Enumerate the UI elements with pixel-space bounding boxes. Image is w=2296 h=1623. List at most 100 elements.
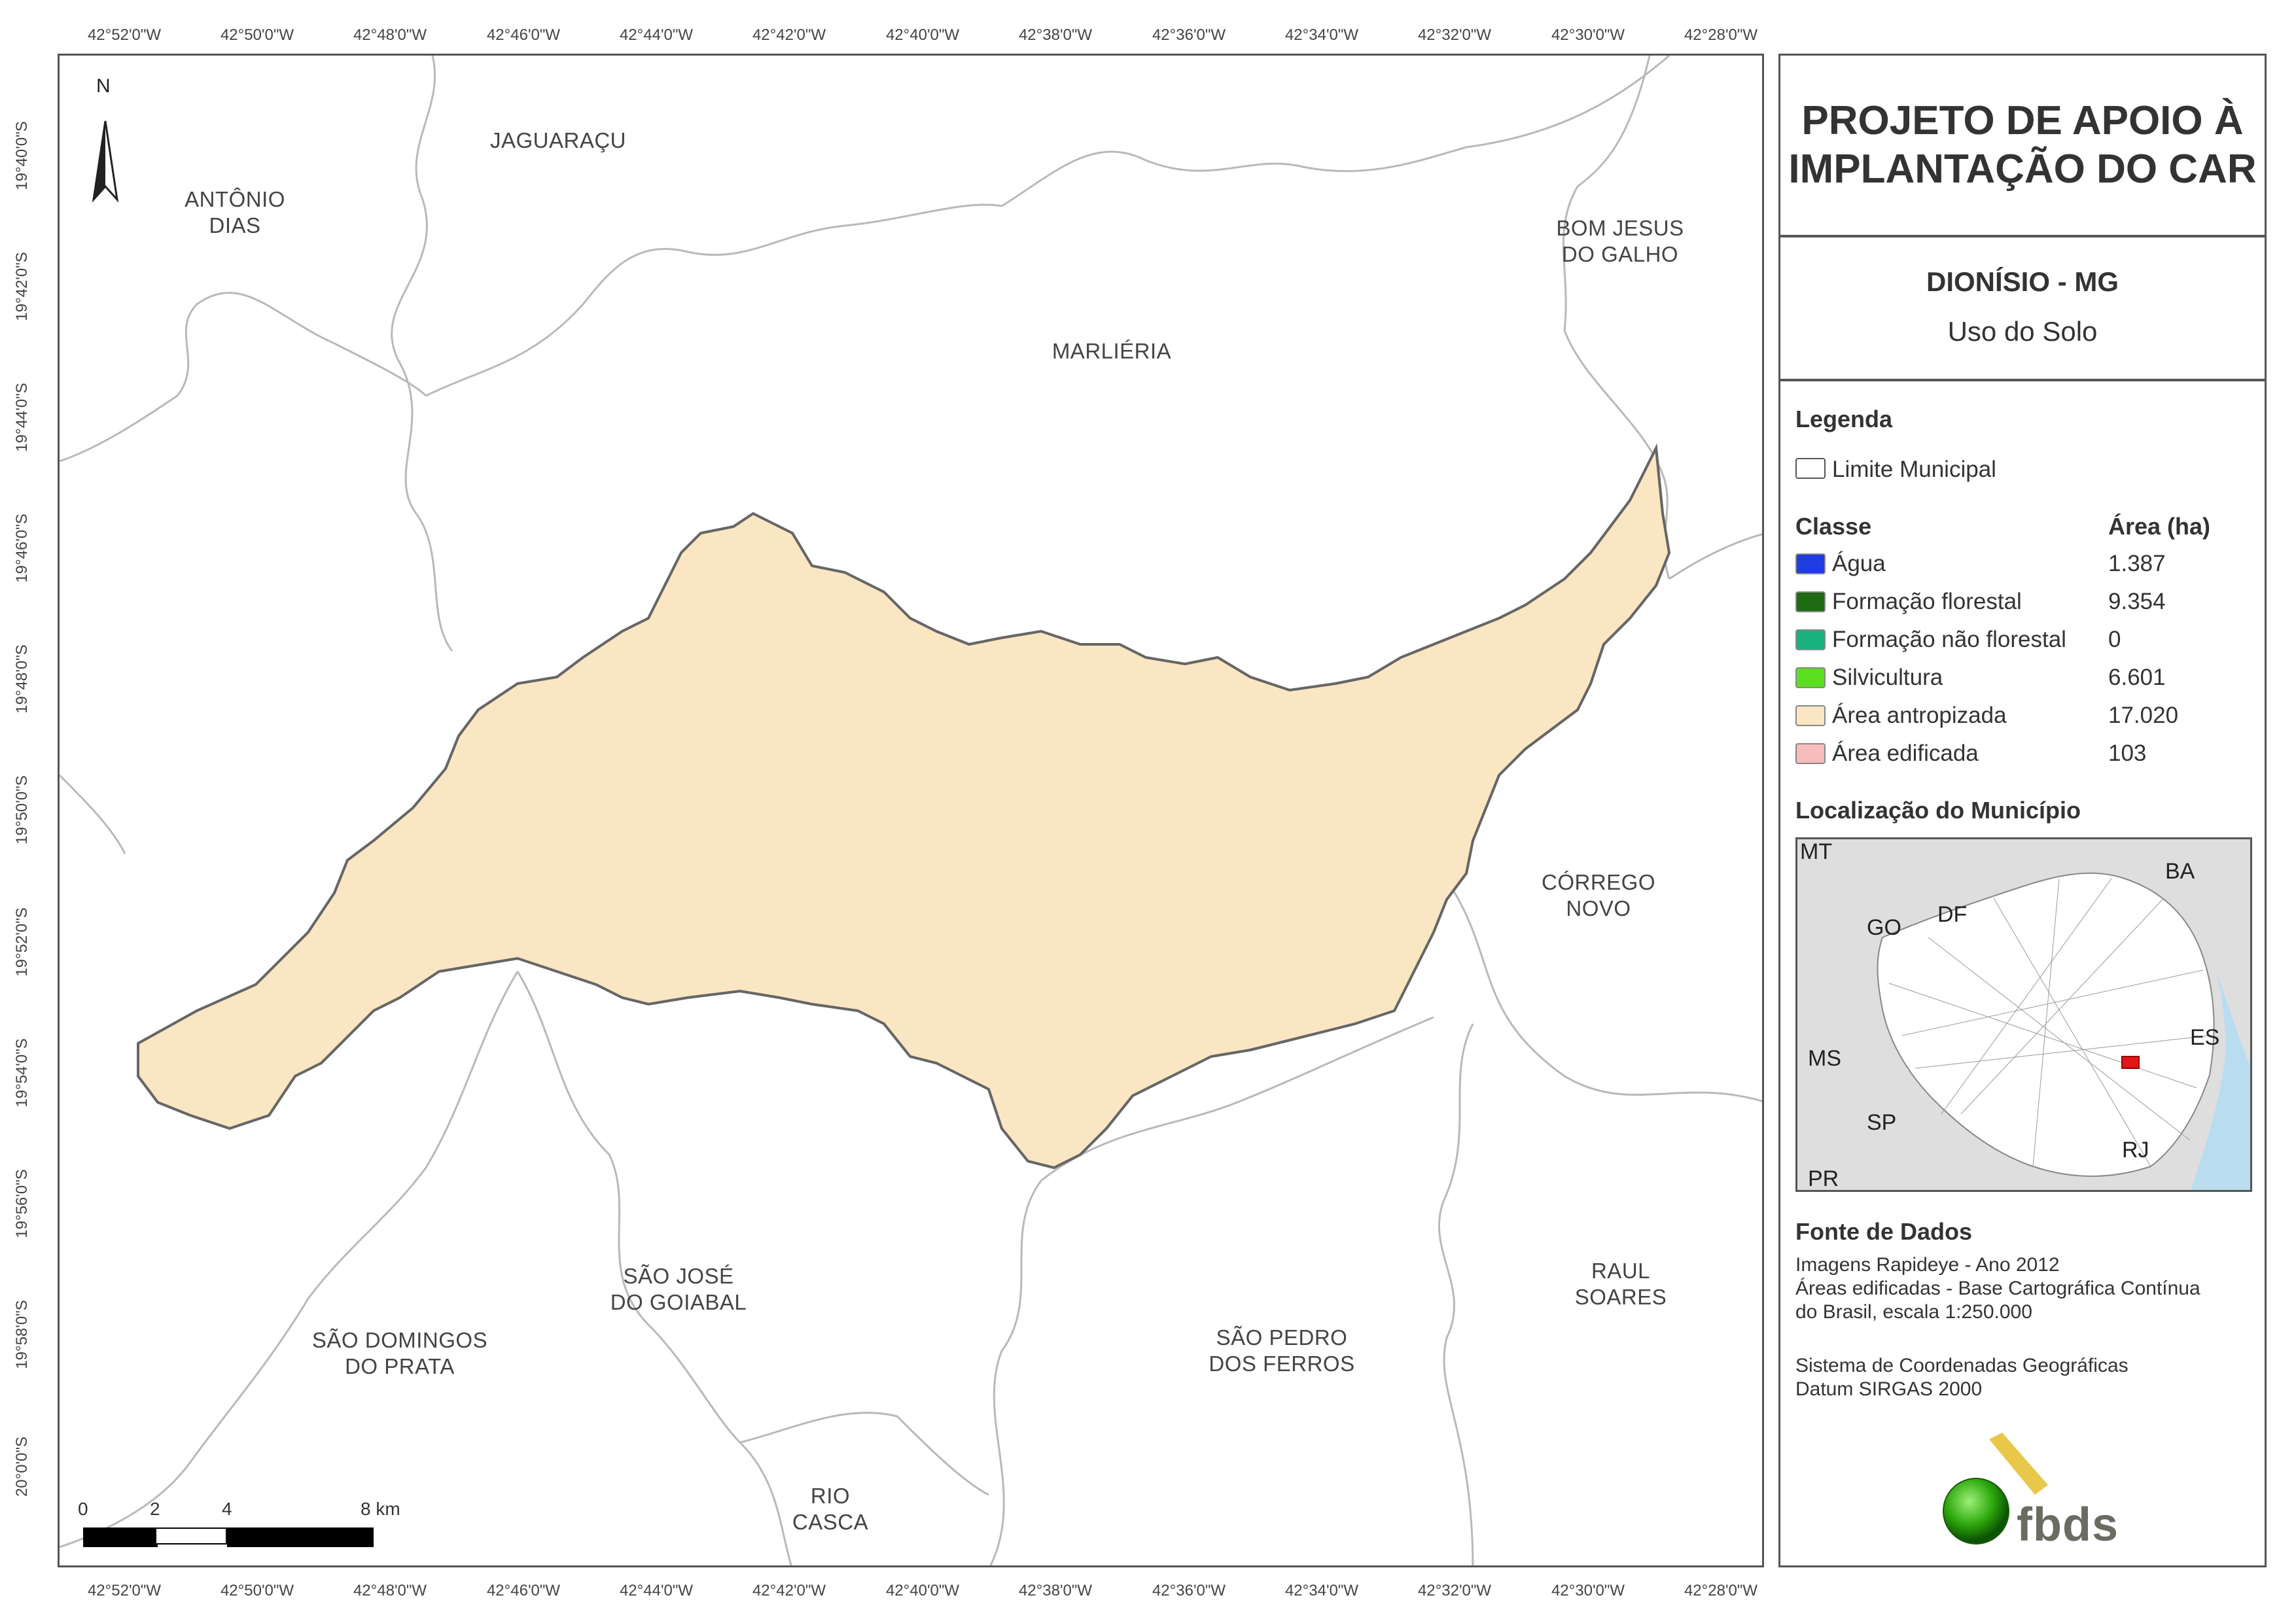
legend-class-area: 6.601 [2108,665,2166,690]
longitude-tick: 42°32'0"W [1417,26,1492,44]
longitude-tick: 42°28'0"W [1684,26,1758,44]
municipality-label: SÃO DOMINGOS DO PRATA [311,1328,488,1378]
latitude-tick: 19°58'0"S [13,1300,31,1369]
latitude-tick: 19°42'0"S [13,252,31,321]
longitude-tick: 42°46'0"W [486,1582,561,1599]
legend-class-name: Formação florestal [1832,589,2022,614]
latitude-tick: 19°54'0"S [13,1038,31,1108]
longitude-tick: 42°44'0"W [619,26,694,44]
longitude-tick: 42°52'0"W [87,26,162,44]
inset-label-pr: PR [1808,1166,1839,1191]
longitude-tick: 42°42'0"W [752,1582,826,1599]
longitude-tick: 42°38'0"W [1018,1582,1093,1599]
latitude-tick: 19°52'0"S [13,907,31,977]
legend-class-name: Água [1832,551,1886,576]
municipality-label: SÃO JOSÉ DO GOIABAL [610,1264,747,1314]
inset-label-ms: MS [1808,1046,1841,1071]
municipality-label: JAGUARAÇU [489,128,627,152]
legend-swatch [1795,667,1826,688]
north-label: N [96,75,111,97]
subtitle-box: DIONÍSIO - MG Uso do Solo [1778,236,2267,381]
longitude-tick: 42°50'0"W [220,1582,294,1599]
longitude-tick: 42°30'0"W [1551,1582,1625,1599]
legend-class-area: 103 [2108,741,2147,766]
longitude-tick: 42°48'0"W [353,1582,427,1599]
legend-class-area: 0 [2108,627,2121,652]
inset-svg [1877,872,2250,1190]
legend-header: Legenda [1795,406,1893,432]
legend-class-name: Silvicultura [1832,665,1943,690]
latitude-tick: 19°44'0"S [13,383,31,452]
scale-label-2: 2 [150,1499,160,1519]
municipality-label: RIO CASCA [792,1484,869,1534]
legend-class-name: Área antropizada [1832,703,2007,728]
latitude-tick: 19°40'0"S [13,121,31,190]
longitude-tick: 42°42'0"W [752,26,826,44]
title-line-2: IMPLANTAÇÃO DO CAR [1788,147,2257,192]
map-canvas [60,56,1762,1565]
legend-class-area: 1.387 [2108,551,2166,576]
location-header: Localização do Município [1795,797,2081,824]
latitude-tick: 20°0'0"S [13,1436,31,1497]
area-header: Área (ha) [2108,513,2211,540]
legend-swatch [1795,705,1826,726]
scale-bar [83,1527,374,1547]
crs-text: Sistema de Coordenadas Geográficas Datum … [1795,1355,2128,1400]
class-header: Classe [1795,513,1872,540]
legend-class-area: 9.354 [2108,589,2166,614]
logo-mark [1943,1433,2048,1544]
scale-label-4: 4 [222,1499,232,1519]
latitude-tick: 19°48'0"S [13,644,31,714]
map-theme: Uso do Solo [1947,316,2098,347]
inset-label-ba: BA [2165,859,2195,884]
longitude-tick: 42°44'0"W [619,1582,694,1599]
sources-header: Fonte de Dados [1795,1218,1973,1245]
longitude-tick: 42°52'0"W [87,1582,162,1599]
municipality-label: ANTÔNIO DIAS [185,187,285,237]
municipality-label: MARLIÉRIA [1051,339,1172,363]
logo-text: fbds [2017,1499,2119,1551]
longitude-tick: 42°36'0"W [1152,1582,1226,1599]
title-line-1: PROJETO DE APOIO À [1801,98,2244,143]
longitude-tick: 42°28'0"W [1684,1582,1758,1599]
longitude-tick: 42°38'0"W [1018,26,1093,44]
longitude-tick: 42°36'0"W [1152,26,1226,44]
longitude-tick: 42°34'0"W [1284,1582,1359,1599]
inset-label-rj: RJ [2122,1138,2149,1162]
location-inset-map: MT BA GO DF MS ES SP RJ PR [1795,837,2252,1192]
longitude-tick: 42°34'0"W [1284,26,1359,44]
longitude-tick: 42°48'0"W [353,26,427,44]
scale-label-0: 0 [78,1499,88,1519]
latitude-tick: 19°56'0"S [13,1169,31,1238]
legend-class-name: Formação não florestal [1832,627,2066,652]
map-frame: N JAGUARAÇU ANTÔNIO DIAS BOM JESUS DO GALH… [58,54,1764,1567]
inset-label-df: DF [1937,902,1968,927]
municipality-label: RAUL SOARES [1574,1259,1667,1309]
inset-label-mt: MT [1800,839,1833,864]
municipal-boundaries [60,56,1762,1565]
fbds-logo: fbds [1937,1433,2120,1551]
longitude-tick: 42°46'0"W [486,26,561,44]
limit-label: Limite Municipal [1832,457,1996,482]
scale-label-8: 8 km [361,1499,400,1519]
sources-text: Imagens Rapideye - Ano 2012 Áreas edifica… [1795,1254,2200,1323]
longitude-tick: 42°32'0"W [1417,1582,1492,1599]
municipality-label: SÃO PEDRO DOS FERROS [1209,1325,1355,1376]
title-box: PROJETO DE APOIO À IMPLANTAÇÃO DO CAR [1778,54,2267,237]
longitude-tick: 42°40'0"W [885,26,960,44]
place-name: DIONÍSIO - MG [1926,266,2119,297]
inset-label-es: ES [2190,1025,2220,1050]
longitude-tick: 42°40'0"W [885,1582,960,1599]
legend-swatch [1795,591,1826,612]
legend-class-area: 17.020 [2108,703,2179,728]
municipality-label: CÓRREGO NOVO [1541,870,1656,920]
latitude-tick: 19°46'0"S [13,514,31,583]
latitude-tick: 19°50'0"S [13,775,31,845]
longitude-tick: 42°50'0"W [220,26,294,44]
inset-label-sp: SP [1867,1110,1897,1135]
north-arrow [92,120,119,203]
legend-swatch [1795,553,1826,574]
legend-swatch [1795,629,1826,650]
legend-swatch [1795,743,1826,764]
longitude-tick: 42°30'0"W [1551,26,1625,44]
